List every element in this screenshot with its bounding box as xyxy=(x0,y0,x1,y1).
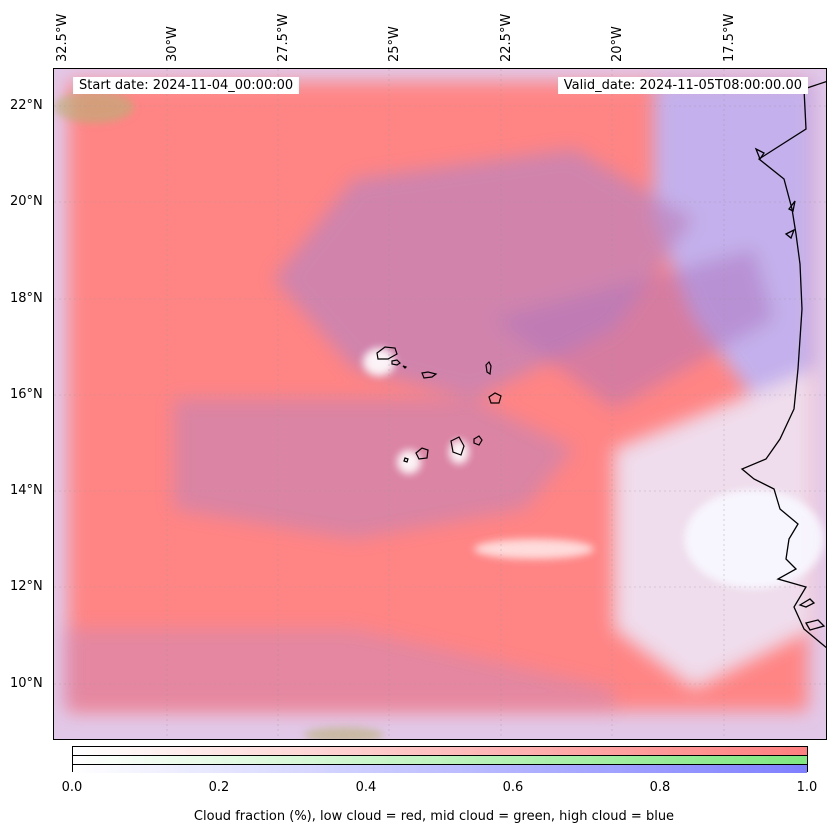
clear-sky-patches xyxy=(363,348,824,589)
colorbar-label: Cloud fraction (%), low cloud = red, mid… xyxy=(193,809,675,824)
lon-label: 25°W xyxy=(387,26,402,62)
colorbar-tick: 0.0 xyxy=(61,780,83,795)
colorbar-tick: 0.8 xyxy=(649,780,671,795)
lat-label: 12°N xyxy=(10,579,43,594)
graticule xyxy=(54,69,826,739)
valid-date-label: Valid_date: 2024-11-05T08:00:00.00 xyxy=(557,77,808,94)
lon-label: 30°W xyxy=(165,26,180,62)
cloud-fraction-map[interactable] xyxy=(53,68,827,740)
lat-label: 10°N xyxy=(10,676,43,691)
map-canvas xyxy=(54,69,826,739)
lon-label: 17.5°W xyxy=(722,13,737,62)
lat-label: 22°N xyxy=(10,98,43,113)
colorbar-mid-cloud xyxy=(73,756,807,765)
lon-label: 32.5°W xyxy=(55,13,70,62)
cape-verde-islands xyxy=(376,346,502,463)
mid-cloud-layer xyxy=(54,91,384,739)
african-coastline xyxy=(740,80,826,649)
lon-label: 20°W xyxy=(610,26,625,62)
start-date-label: Start date: 2024-11-04_00:00:00 xyxy=(73,77,300,94)
colorbar-low-cloud xyxy=(73,747,807,756)
colorbar-high-cloud xyxy=(73,765,807,773)
colorbar-tick: 0.2 xyxy=(208,780,230,795)
colorbar-tick: 0.4 xyxy=(355,780,377,795)
coast-detail xyxy=(754,147,826,631)
lon-label: 22.5°W xyxy=(499,13,514,62)
lat-label: 18°N xyxy=(10,291,43,306)
colorbar-tick: 0.6 xyxy=(502,780,524,795)
lon-label: 27.5°W xyxy=(276,13,291,62)
lat-label: 20°N xyxy=(10,194,43,209)
lat-label: 14°N xyxy=(10,483,43,498)
lat-label: 16°N xyxy=(10,387,43,402)
colorbar-tick: 1.0 xyxy=(796,780,818,795)
high-cloud-layer xyxy=(64,81,814,709)
colorbar xyxy=(72,746,808,773)
